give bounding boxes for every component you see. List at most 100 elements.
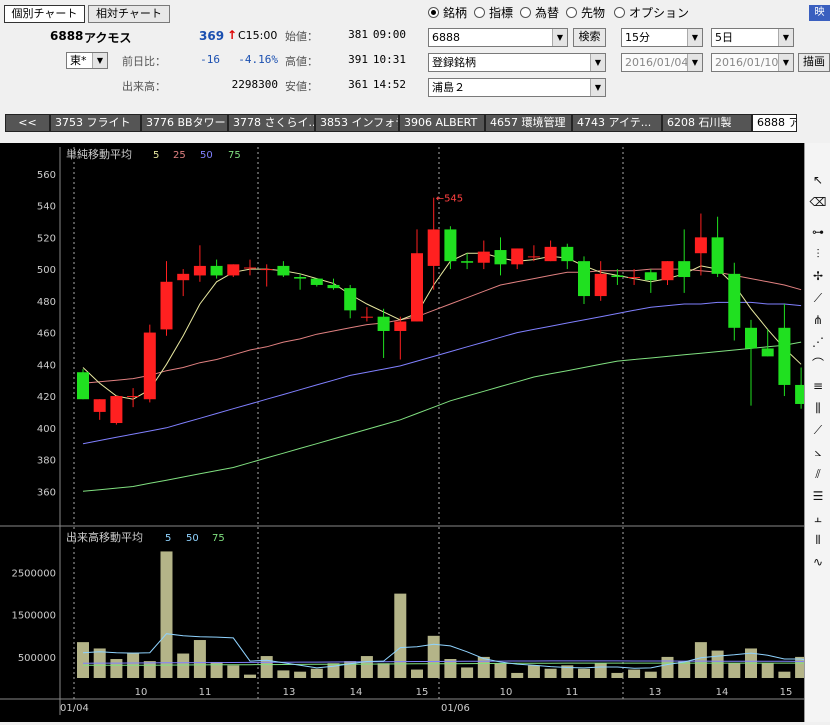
- chevron-down-icon: ▼: [552, 29, 567, 46]
- arc-icon[interactable]: ⌒: [811, 357, 824, 371]
- ticker-tab[interactable]: 3776 BBタワー: [141, 114, 228, 132]
- high-time: 10:31: [372, 53, 406, 66]
- current-price: 369: [199, 29, 225, 43]
- relative-chart-tab[interactable]: 相対チャート: [88, 5, 170, 23]
- cycle-icon[interactable]: ⫴: [815, 533, 821, 547]
- ticker-tab[interactable]: 4657 環境管理: [485, 114, 572, 132]
- candle-body: [778, 327, 791, 385]
- chart-area[interactable]: 360 380 400 420 440 460 480 500 520 540 560 単純移動平均 5…: [0, 143, 824, 722]
- volume-bar: [143, 661, 156, 678]
- ticker-tab[interactable]: 4743 アイテ...: [572, 114, 662, 132]
- y-tick-label: 480: [37, 297, 56, 308]
- cross-line-icon[interactable]: ✢: [812, 269, 824, 283]
- volume-bar: [427, 635, 440, 678]
- radio-label: 指標: [489, 6, 514, 20]
- volume-bar: [778, 671, 791, 678]
- y-tick-label: 460: [37, 329, 56, 340]
- ticker-tab[interactable]: 3853 インフォテリ: [315, 114, 399, 132]
- ticker-tab[interactable]: 6888 アク: [752, 114, 797, 132]
- radio-index[interactable]: 指標: [474, 4, 513, 21]
- x-tick-label: 11: [566, 687, 579, 698]
- chevron-down-icon: ▼: [92, 53, 107, 68]
- wave-icon[interactable]: ∿: [812, 555, 824, 569]
- radio-forex[interactable]: 為替: [520, 4, 559, 21]
- date-label: 01/04: [60, 703, 89, 714]
- code-input[interactable]: 6888 ▼: [428, 28, 568, 47]
- cursor-icon[interactable]: ↖: [812, 173, 824, 187]
- ticker-tab[interactable]: 6208 石川製: [662, 114, 752, 132]
- search-button[interactable]: 検索: [573, 28, 606, 47]
- group-select[interactable]: 浦島２ ▼: [428, 78, 606, 97]
- span-select[interactable]: 5日 ▼: [711, 28, 794, 47]
- parallel-icon[interactable]: ⫠: [814, 511, 822, 525]
- interval-select[interactable]: 15分 ▼: [621, 28, 703, 47]
- radio-option[interactable]: オプション: [614, 4, 689, 21]
- y-tick-label: 440: [37, 360, 56, 371]
- list-select[interactable]: 登録銘柄 ▼: [428, 53, 606, 72]
- candle-body: [578, 261, 590, 297]
- radio-futures[interactable]: 先物: [566, 4, 605, 21]
- candle-body: [310, 278, 323, 285]
- volume-bar: [795, 656, 808, 678]
- three-line-icon[interactable]: ☰: [812, 489, 824, 503]
- individual-chart-tab[interactable]: 個別チャート: [4, 5, 85, 23]
- eraser-icon[interactable]: ⌫: [809, 195, 827, 209]
- ticker-tab[interactable]: 3906 ALBERT: [399, 114, 485, 132]
- channel-icon[interactable]: ⫽: [815, 467, 821, 481]
- chart-svg[interactable]: 360 380 400 420 440 460 480 500 520 540 560 単純移動平均 5…: [0, 143, 824, 722]
- candle-body: [77, 372, 89, 400]
- high-value: 391: [348, 53, 368, 66]
- line-segment-icon[interactable]: ⟋: [813, 423, 823, 437]
- interval-value: 15分: [625, 31, 650, 44]
- volume-y-tick-label: 500000: [18, 653, 56, 664]
- volume-bar: [661, 656, 674, 678]
- volume-bar: [461, 667, 474, 678]
- volume-bar: [394, 593, 407, 678]
- code-input-value: 6888: [432, 31, 460, 44]
- date-to-select[interactable]: 2016/01/10 ▼: [711, 53, 794, 72]
- price-up-arrow-icon: ↑: [227, 28, 238, 42]
- volume-ma50-line: [82, 660, 818, 664]
- chevron-down-icon: ▼: [687, 29, 702, 46]
- volume-bar: [711, 650, 724, 678]
- candle-body: [327, 284, 340, 289]
- volume-y-tick-label: 2500000: [11, 569, 56, 580]
- fibonacci-time-icon[interactable]: ⫼: [815, 401, 821, 415]
- volume-bar: [728, 663, 741, 678]
- high-label: 高値：: [285, 55, 318, 68]
- volume-bar: [227, 665, 240, 678]
- y-tick-label: 420: [37, 392, 56, 403]
- volume-bar: [110, 659, 123, 678]
- candle-body: [494, 250, 507, 265]
- candle-body: [160, 281, 173, 330]
- ticker-tab[interactable]: 3753 フライト: [50, 114, 141, 132]
- volume-bar: [527, 665, 540, 678]
- candle-body: [461, 261, 474, 263]
- volume-bar: [77, 642, 89, 678]
- ticker-tab[interactable]: 3778 さくらイ...: [228, 114, 315, 132]
- x-tick-label: 10: [500, 687, 513, 698]
- volume-bar: [160, 551, 173, 678]
- open-value: 381: [348, 28, 368, 41]
- chevron-down-icon: ▼: [590, 54, 605, 71]
- fibonacci-fan-icon[interactable]: ⋰: [812, 335, 824, 349]
- retracement-icon[interactable]: ≡: [812, 379, 824, 393]
- vertical-line-icon[interactable]: ⫶: [816, 247, 820, 261]
- candle-body: [761, 348, 774, 357]
- gann-icon[interactable]: ⦣: [814, 445, 822, 459]
- date-from-select[interactable]: 2016/01/04 ▼: [621, 53, 703, 72]
- radio-label: 先物: [581, 6, 606, 20]
- market-select[interactable]: 東* ▼: [66, 52, 108, 69]
- draw-button[interactable]: 描画: [798, 53, 830, 72]
- ma-legend-item: 75: [228, 150, 241, 161]
- radio-stock[interactable]: 銘柄: [428, 4, 467, 21]
- corner-badge[interactable]: 映: [809, 5, 830, 21]
- horizontal-line-icon[interactable]: ⊶: [812, 225, 824, 239]
- trend-line-icon[interactable]: ⟋: [813, 291, 823, 305]
- stock-code: 6888: [50, 29, 84, 43]
- stock-name: アクモス: [84, 31, 132, 45]
- fan-icon[interactable]: ⋔: [812, 313, 824, 327]
- chevron-down-icon: ▼: [590, 79, 605, 96]
- candle-body: [394, 321, 407, 331]
- tab-scroll-left[interactable]: <<: [5, 114, 50, 132]
